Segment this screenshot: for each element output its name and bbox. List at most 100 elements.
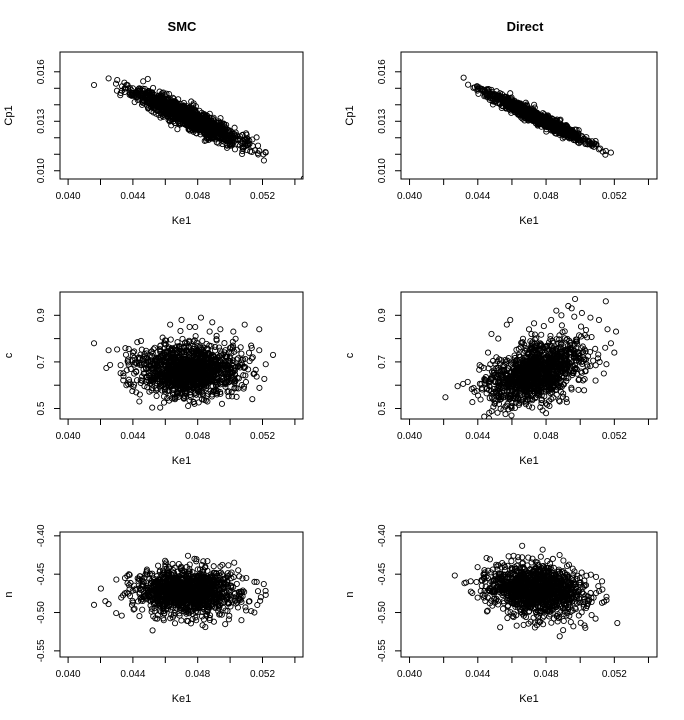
data-point bbox=[152, 369, 159, 376]
data-point bbox=[242, 372, 249, 379]
data-point bbox=[494, 409, 501, 416]
data-point bbox=[140, 353, 148, 360]
data-point bbox=[214, 133, 221, 140]
data-point bbox=[602, 147, 609, 155]
data-point bbox=[142, 90, 149, 97]
data-point bbox=[129, 349, 136, 356]
data-point bbox=[107, 361, 114, 368]
data-point bbox=[254, 142, 262, 149]
data-point bbox=[556, 117, 563, 124]
data-point bbox=[246, 137, 253, 144]
data-point bbox=[235, 141, 242, 148]
data-point bbox=[131, 381, 138, 388]
data-point bbox=[564, 335, 571, 342]
data-point bbox=[149, 404, 156, 411]
data-point bbox=[202, 353, 209, 360]
data-point bbox=[240, 385, 247, 392]
data-point bbox=[507, 90, 514, 97]
data-point bbox=[159, 90, 166, 97]
data-point bbox=[180, 343, 188, 350]
data-point bbox=[137, 377, 144, 384]
data-point bbox=[253, 134, 260, 141]
data-point bbox=[460, 74, 467, 81]
data-point bbox=[150, 84, 157, 92]
data-point bbox=[583, 326, 590, 334]
data-point bbox=[228, 344, 235, 351]
data-point bbox=[146, 369, 153, 376]
data-point bbox=[230, 134, 237, 141]
data-point bbox=[211, 377, 218, 384]
data-point bbox=[241, 364, 248, 372]
data-point bbox=[508, 96, 515, 103]
data-point bbox=[117, 370, 124, 377]
data-point bbox=[210, 114, 217, 121]
x-tick-label: 0.048 bbox=[534, 191, 559, 202]
data-point bbox=[186, 323, 193, 331]
data-point bbox=[201, 384, 208, 391]
data-point bbox=[235, 375, 242, 382]
data-point bbox=[200, 377, 207, 384]
data-point bbox=[242, 378, 249, 386]
data-point bbox=[237, 344, 244, 351]
data-point bbox=[231, 146, 239, 153]
data-point bbox=[136, 391, 143, 398]
data-point bbox=[146, 91, 153, 98]
data-point bbox=[481, 88, 488, 95]
data-point bbox=[230, 328, 237, 335]
data-point bbox=[240, 372, 247, 379]
data-point bbox=[129, 388, 136, 395]
y-axis-label: Cp1 bbox=[3, 105, 15, 125]
data-point bbox=[600, 370, 607, 377]
data-point bbox=[139, 373, 146, 380]
data-point bbox=[117, 89, 124, 96]
data-point bbox=[498, 104, 505, 112]
data-point bbox=[493, 354, 500, 361]
data-point bbox=[488, 408, 495, 415]
x-tick-label: 0.040 bbox=[397, 191, 422, 202]
data-point bbox=[167, 368, 174, 375]
data-point bbox=[515, 345, 522, 352]
data-point bbox=[496, 90, 504, 97]
data-point bbox=[213, 332, 220, 339]
data-point bbox=[204, 398, 211, 405]
data-point bbox=[514, 109, 521, 116]
data-point bbox=[125, 345, 132, 352]
data-point bbox=[167, 114, 174, 122]
x-axis-label: Ke1 bbox=[172, 455, 192, 467]
data-point bbox=[256, 384, 263, 391]
data-point bbox=[186, 119, 194, 126]
data-point bbox=[233, 346, 240, 353]
data-point bbox=[230, 378, 237, 385]
data-point bbox=[568, 133, 575, 140]
data-point bbox=[300, 175, 303, 179]
data-point bbox=[194, 342, 201, 350]
data-point bbox=[585, 138, 592, 145]
data-point bbox=[554, 124, 562, 131]
data-point bbox=[520, 103, 527, 110]
data-point bbox=[196, 121, 203, 128]
data-point bbox=[125, 376, 132, 383]
data-point bbox=[527, 115, 534, 122]
data-point bbox=[260, 157, 267, 164]
data-point bbox=[199, 352, 206, 359]
panel-cp1-vs-ke1-smc: 0.040 0.044 0.048 0.052Ke10.0100.0130.016Cp… bbox=[3, 51, 304, 227]
data-point bbox=[191, 106, 198, 113]
data-point bbox=[182, 371, 189, 379]
data-point bbox=[217, 326, 224, 333]
data-point bbox=[555, 397, 563, 404]
data-point bbox=[154, 386, 161, 393]
data-point bbox=[222, 383, 229, 390]
data-point bbox=[204, 118, 211, 125]
data-point bbox=[595, 351, 602, 358]
data-point bbox=[150, 377, 157, 384]
data-point bbox=[141, 383, 148, 390]
data-point bbox=[256, 147, 263, 155]
data-point bbox=[200, 396, 208, 403]
data-point bbox=[159, 334, 166, 341]
plot-frame bbox=[400, 51, 658, 180]
data-point bbox=[143, 364, 150, 371]
data-point bbox=[231, 371, 238, 378]
data-point bbox=[256, 326, 263, 333]
